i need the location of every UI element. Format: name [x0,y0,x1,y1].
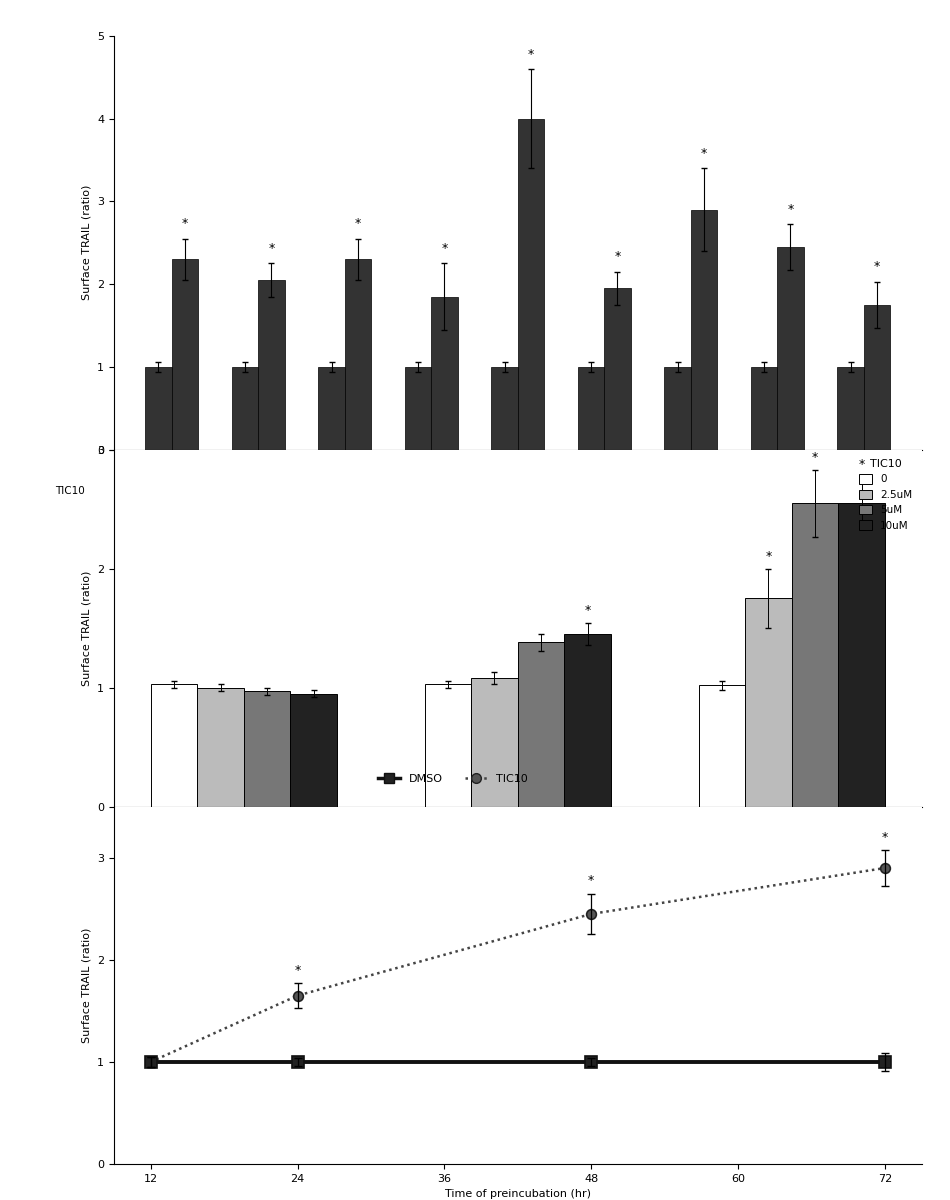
Bar [691,210,717,450]
Text: +: + [698,485,710,498]
Text: –: – [502,485,507,498]
Bar [145,367,172,450]
Text: HCT116
p53+/-: HCT116 p53+/- [239,533,277,554]
Text: +: + [612,485,623,498]
Text: SW480: SW480 [501,533,535,542]
Text: MDA-
MB-231: MDA- MB-231 [846,533,883,554]
Text: –: – [415,485,421,498]
Text: TIC10: TIC10 [55,486,86,496]
Bar [838,367,864,450]
Text: *: * [588,875,595,888]
Text: RKO: RKO [421,533,442,542]
Text: +: + [352,485,363,498]
Text: –: – [588,485,594,498]
Text: *: * [882,830,888,844]
Bar [232,367,258,450]
Bar [664,367,691,450]
Bar [258,280,285,450]
Text: FIG. 3: FIG. 3 [498,594,538,608]
Text: *: * [268,242,275,256]
Bar [471,678,518,806]
Text: HCT116
WT: HCT116 WT [153,533,191,554]
TIC10 [145,1055,157,1069]
DMSO [145,1055,157,1069]
Text: +: + [525,485,536,498]
Text: –: – [761,485,768,498]
Bar [244,691,291,806]
Bar [291,694,337,806]
Text: *: * [181,217,188,230]
Text: HCT116
Bax+/-: HCT116 Bax+/- [326,533,364,554]
TIC10 [585,907,597,922]
Bar [151,684,198,806]
Bar [564,634,611,806]
Text: *: * [528,48,534,61]
Bar [491,367,518,450]
X-axis label: Time of preincubation (hr): Time of preincubation (hr) [445,1189,591,1199]
Bar [578,367,604,450]
Text: H460: H460 [765,533,790,542]
Text: *: * [354,217,361,230]
Y-axis label: Surface TRAIL (ratio): Surface TRAIL (ratio) [82,185,91,300]
Text: *: * [766,550,771,563]
Bar [838,503,884,806]
Text: *: * [788,203,793,216]
Bar [198,688,244,806]
Y-axis label: Surface TRAIL (ratio): Surface TRAIL (ratio) [82,928,91,1043]
TIC10 [292,989,303,1003]
Text: FIG. 4: FIG. 4 [498,914,538,928]
Legend: 0, 2.5uM, 5uM, 10uM: 0, 2.5uM, 5uM, 10uM [855,455,917,535]
Text: –: – [242,485,248,498]
Bar [745,599,791,806]
Text: +: + [439,485,449,498]
Text: –: – [674,485,681,498]
DMSO [585,1055,597,1069]
Legend: DMSO, TIC10: DMSO, TIC10 [373,769,533,788]
Bar [698,685,745,806]
Text: –: – [847,485,854,498]
TIC10 [879,860,890,875]
Text: *: * [701,148,707,160]
DMSO [879,1055,890,1069]
Bar [604,288,631,450]
Bar [425,684,471,806]
Text: *: * [859,458,865,472]
Bar [777,247,804,450]
Text: *: * [294,965,300,977]
Bar [345,259,371,450]
Text: +: + [872,485,883,498]
Bar [172,259,198,450]
Text: –: – [329,485,334,498]
Text: *: * [812,451,818,464]
Bar [518,642,564,806]
Bar [405,367,431,450]
Text: *: * [584,605,591,618]
Text: HT29: HT29 [592,533,618,542]
Line: TIC10: TIC10 [146,863,889,1067]
Bar [864,305,890,450]
Bar [518,119,544,450]
DMSO [292,1055,303,1069]
Y-axis label: Surface TRAIL (ratio): Surface TRAIL (ratio) [82,570,91,686]
Bar [791,503,838,806]
Text: *: * [874,260,880,274]
Text: +: + [180,485,190,498]
Text: –: – [156,485,162,498]
X-axis label: Time of incubation (hr): Time of incubation (hr) [454,832,581,842]
Line: DMSO: DMSO [145,1056,890,1068]
Text: *: * [442,242,447,256]
Text: *: * [615,251,620,264]
Bar [318,367,345,450]
Text: +: + [785,485,796,498]
Bar [431,296,458,450]
Bar [750,367,777,450]
Text: +: + [266,485,276,498]
Text: SW620: SW620 [674,533,708,542]
